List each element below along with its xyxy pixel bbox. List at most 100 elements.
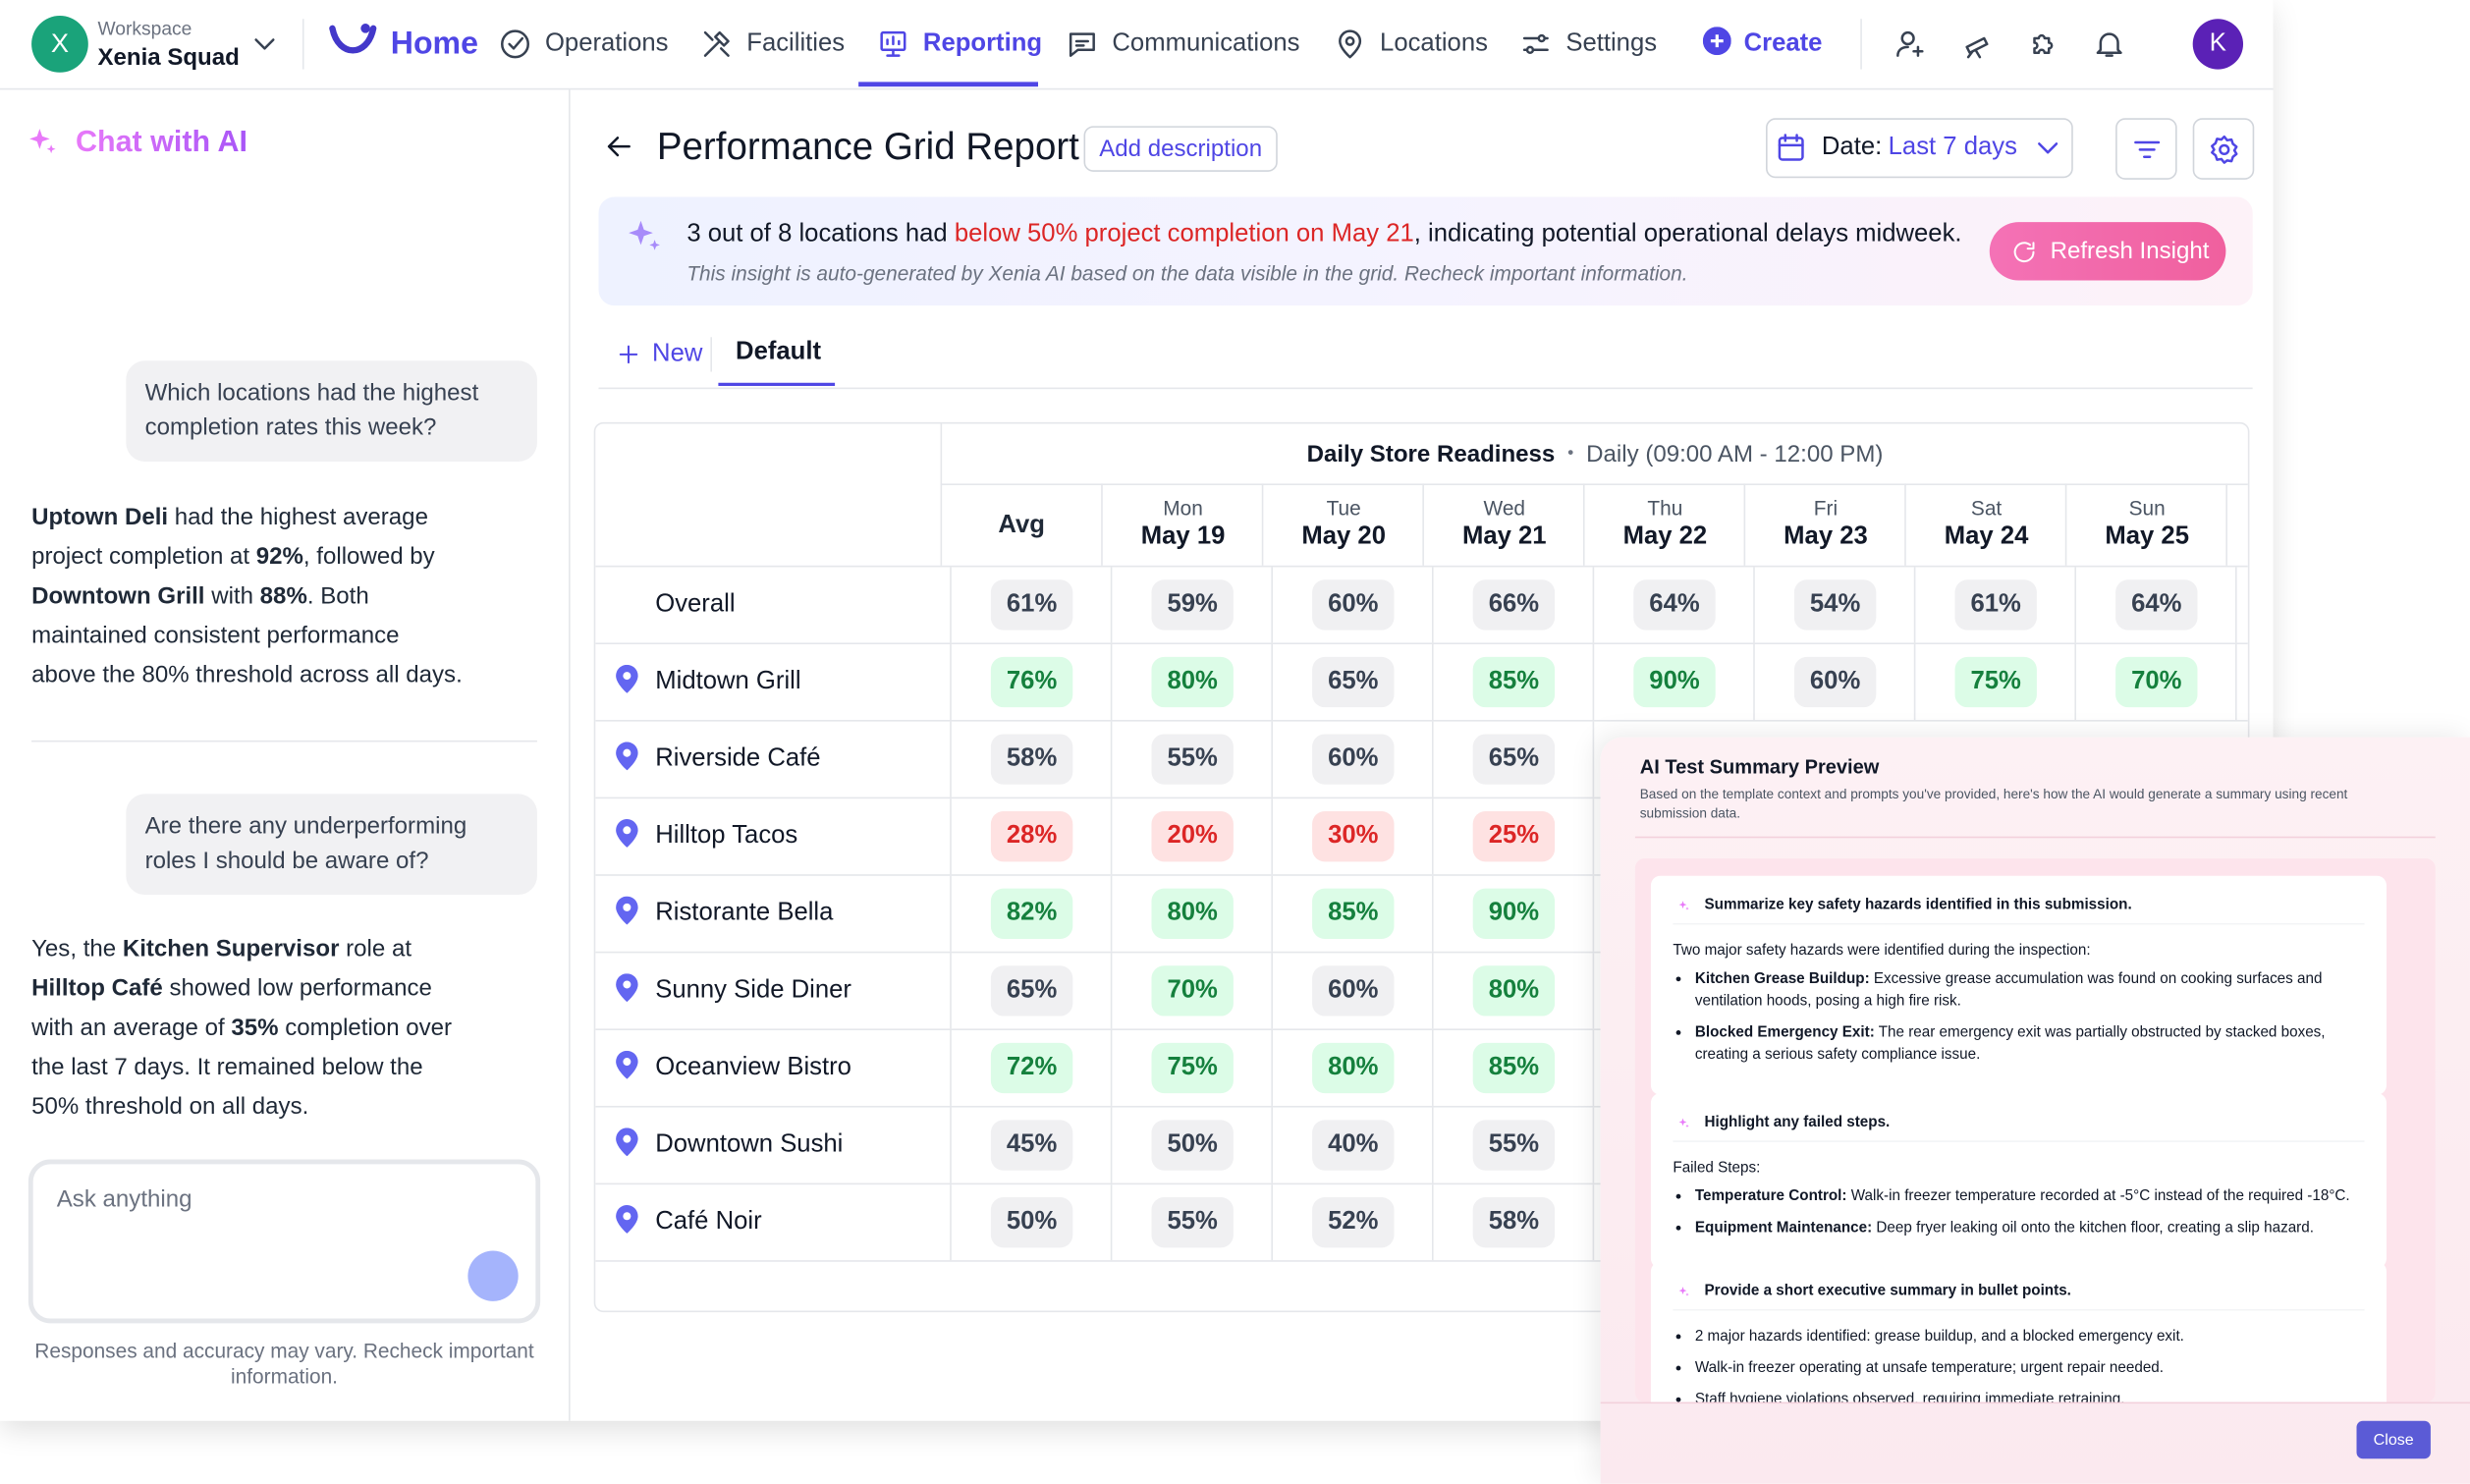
percent-pill: 59%: [1151, 579, 1234, 631]
bullet-text: Walk-in freezer temperature recorded at …: [1850, 1187, 2350, 1206]
message-text: , followed by: [302, 543, 435, 571]
avg-header: Avg: [998, 511, 1045, 538]
grid-line: [950, 721, 952, 797]
back-button[interactable]: [602, 130, 636, 172]
grid-line: [1582, 483, 1585, 566]
grid-line: [1431, 798, 1434, 875]
nav-item[interactable]: Locations: [1333, 0, 1488, 88]
nav-icon-button[interactable]: [2092, 0, 2126, 88]
location-pin: [615, 1204, 640, 1240]
icon-shape: [1965, 36, 1989, 59]
tab-new[interactable]: New: [611, 337, 702, 371]
tab-default[interactable]: Default: [736, 338, 822, 366]
grid-line: [1110, 953, 1113, 1029]
icon-shape: [886, 35, 901, 57]
nav-item[interactable]: Communications: [1065, 0, 1300, 88]
icon: [2129, 132, 2164, 166]
bullet: Temperature Control: Walk-in freezer tem…: [1695, 1186, 2365, 1208]
nav-item[interactable]: Settings: [1518, 0, 1657, 88]
row-name: Ristorante Bella: [615, 876, 833, 952]
workspace-avatar[interactable]: X: [31, 16, 88, 73]
grid-line: [1592, 567, 1595, 643]
filter-button[interactable]: [2115, 118, 2177, 180]
icon: [2026, 27, 2060, 61]
icon-shape: [1678, 1118, 1687, 1127]
icon: [2030, 131, 2064, 165]
icon-shape: [2033, 33, 2054, 54]
percent-pill: 30%: [1312, 811, 1395, 862]
percent-pill: 70%: [2115, 656, 2198, 708]
location-pin: [615, 741, 640, 778]
icon-shape: [649, 240, 660, 250]
percent-pill: 55%: [1472, 1120, 1556, 1171]
icon-shape: [1896, 45, 1924, 57]
icon-shape: [1678, 1287, 1689, 1296]
nav-create[interactable]: Create: [1702, 0, 1823, 88]
message-text: completion over the last 7 days. It rema…: [31, 1014, 453, 1121]
bullet: Walk-in freezer operating at unsafe temp…: [1695, 1358, 2365, 1380]
icon-shape: [46, 144, 56, 154]
tabs-border: [598, 387, 2253, 390]
add-description[interactable]: Add description: [1083, 126, 1278, 172]
nav-create-label: Create: [1743, 29, 1823, 57]
nav-item-label: Reporting: [922, 29, 1043, 57]
row-name: Sunny Side Diner: [615, 953, 851, 1028]
row-name-text: Café Noir: [655, 1208, 762, 1236]
grid-line: [940, 423, 943, 566]
insight-segment: , indicating potential operational delay…: [1413, 220, 1962, 247]
percent-pill: 85%: [1472, 1042, 1556, 1094]
row-name-text: Overall: [655, 590, 736, 618]
percent-pill: 58%: [1472, 1197, 1556, 1248]
icon-shape: [1710, 33, 1724, 47]
grid-line: [595, 951, 2248, 954]
nav-icon-button[interactable]: [1894, 0, 1928, 88]
nav-home[interactable]: Home: [328, 0, 478, 88]
icon: [1894, 27, 1928, 61]
refresh-insight[interactable]: Refresh Insight: [1989, 222, 2226, 281]
nav-item[interactable]: Operations: [498, 0, 669, 88]
grid-line: [1271, 875, 1273, 952]
message-text: Uptown Deli: [31, 504, 169, 531]
percent-pill: 64%: [2115, 579, 2198, 631]
close-button[interactable]: Close: [2356, 1420, 2431, 1459]
day-header: Sun May 25: [2066, 496, 2227, 551]
message-text: Kitchen Supervisor: [122, 935, 340, 963]
percent-pill: 85%: [1472, 656, 1556, 708]
grid-line: [1753, 567, 1755, 643]
icon-shape: [360, 24, 370, 33]
day-date: May 22: [1622, 522, 1708, 550]
ai-message: Yes, the Kitchen Supervisor role at Hill…: [31, 929, 469, 1126]
percent-pill: 72%: [990, 1042, 1073, 1094]
nav-item[interactable]: Facilities: [699, 0, 845, 88]
grid-line: [1431, 721, 1434, 797]
nav-icon-button[interactable]: [2026, 0, 2060, 88]
icon-shape: [1537, 33, 1546, 43]
grid-line: [1110, 798, 1113, 875]
grid-line: [1110, 1184, 1113, 1261]
nav-item[interactable]: Reporting: [876, 0, 1042, 88]
refresh-label: Refresh Insight: [2050, 238, 2210, 265]
workspace-name[interactable]: Xenia Squad: [97, 43, 240, 72]
location-pin: [615, 818, 640, 854]
bullet-label: Temperature Control:: [1694, 1187, 1847, 1206]
preview-title: AI Test Summary Preview: [1639, 755, 1880, 779]
settings-button[interactable]: [2192, 118, 2255, 180]
icon-shape: [1702, 26, 1731, 55]
create-icon: [1702, 26, 1731, 62]
nav-icon-button[interactable]: [1959, 0, 1994, 88]
grid-line: [1271, 1184, 1273, 1261]
grid-line: [2064, 483, 2067, 566]
send-button[interactable]: [467, 1250, 519, 1301]
grid-line: [1431, 567, 1434, 643]
day-date: May 24: [1944, 522, 2029, 550]
icon: [1677, 900, 1690, 912]
date-filter[interactable]: Date: Last 7 days: [1766, 118, 2073, 179]
user-avatar[interactable]: K: [2192, 19, 2244, 70]
chat-input[interactable]: Ask anything: [27, 1159, 541, 1324]
grid-line: [950, 798, 952, 875]
grid-line: [595, 1028, 2248, 1030]
bullet: 2 major hazards identified: grease build…: [1695, 1327, 2365, 1348]
bullet-label: Blocked Emergency Exit:: [1694, 1023, 1875, 1042]
performance-grid: Daily Store Readiness • Daily (09:00 AM - …: [593, 421, 2250, 1313]
grid-line: [595, 874, 2248, 876]
